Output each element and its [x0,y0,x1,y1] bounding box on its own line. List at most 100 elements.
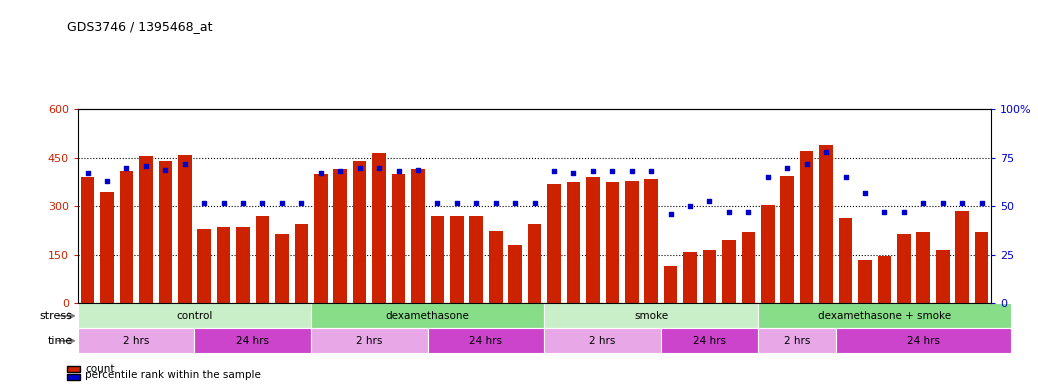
Text: 2 hrs: 2 hrs [590,336,616,346]
Text: control: control [176,311,213,321]
Bar [586,177,600,303]
Bar [139,156,153,303]
Bar [625,180,638,303]
Bar [758,303,1011,328]
Point [798,161,815,167]
Bar [313,174,328,303]
Text: dexamethasone + smoke: dexamethasone + smoke [818,311,951,321]
Bar [119,171,133,303]
Bar [858,260,872,303]
Bar [547,184,561,303]
Point [176,161,193,167]
Text: smoke: smoke [634,311,668,321]
Bar [333,169,347,303]
Bar [955,211,968,303]
Bar [509,245,522,303]
Bar [353,161,366,303]
Point [702,197,718,204]
Point [760,174,776,180]
Bar [819,145,832,303]
Text: stress: stress [39,311,73,321]
Point [390,169,407,175]
Bar [428,328,544,353]
Bar [544,328,661,353]
Bar [645,179,658,303]
Bar [839,218,852,303]
Point [740,209,757,215]
Text: 24 hrs: 24 hrs [469,336,502,346]
Bar [311,303,544,328]
Bar [917,232,930,303]
Bar [877,257,892,303]
Point [856,190,873,196]
Point [79,170,95,177]
Text: GDS3746 / 1395468_at: GDS3746 / 1395468_at [67,20,213,33]
Bar [101,192,114,303]
Bar [489,231,502,303]
Point [351,164,367,170]
Bar [469,216,483,303]
Point [643,169,659,175]
Bar [661,328,758,353]
Bar [217,227,230,303]
Point [662,211,679,217]
Point [274,199,291,205]
Point [468,199,485,205]
Bar [975,232,988,303]
Point [157,167,173,173]
Bar [800,151,814,303]
Bar [197,229,211,303]
Point [507,199,523,205]
Bar [836,328,1011,353]
Point [896,209,912,215]
Bar [527,224,542,303]
Bar [741,232,756,303]
Bar [544,303,758,328]
Point [914,199,931,205]
Bar [78,328,194,353]
Text: percentile rank within the sample: percentile rank within the sample [85,370,261,380]
Bar [295,224,308,303]
Text: time: time [48,336,73,346]
Point [682,204,699,210]
Text: count: count [85,364,114,374]
Point [546,169,563,175]
Bar [311,328,428,353]
Point [196,199,213,205]
Point [215,199,231,205]
Bar [177,155,192,303]
Point [720,209,737,215]
Bar [255,216,269,303]
Point [624,169,640,175]
Text: 24 hrs: 24 hrs [907,336,939,346]
Point [604,169,621,175]
Point [778,164,795,170]
Point [235,199,251,205]
Bar [275,234,289,303]
Point [934,199,951,205]
Bar [936,250,950,303]
Text: 2 hrs: 2 hrs [356,336,383,346]
Point [526,199,543,205]
Point [954,199,971,205]
Bar [897,234,910,303]
Bar [373,153,386,303]
Point [818,149,835,155]
Bar [450,216,464,303]
Point [332,169,349,175]
Point [312,170,329,177]
Bar [81,177,94,303]
Point [584,169,601,175]
Text: 24 hrs: 24 hrs [693,336,726,346]
Bar [781,176,794,303]
Bar [605,182,619,303]
Point [429,199,445,205]
Point [410,167,427,173]
Point [876,209,893,215]
Bar [567,182,580,303]
Bar [237,227,250,303]
Point [974,199,990,205]
Bar [194,328,311,353]
Point [565,170,581,177]
Bar [761,205,774,303]
